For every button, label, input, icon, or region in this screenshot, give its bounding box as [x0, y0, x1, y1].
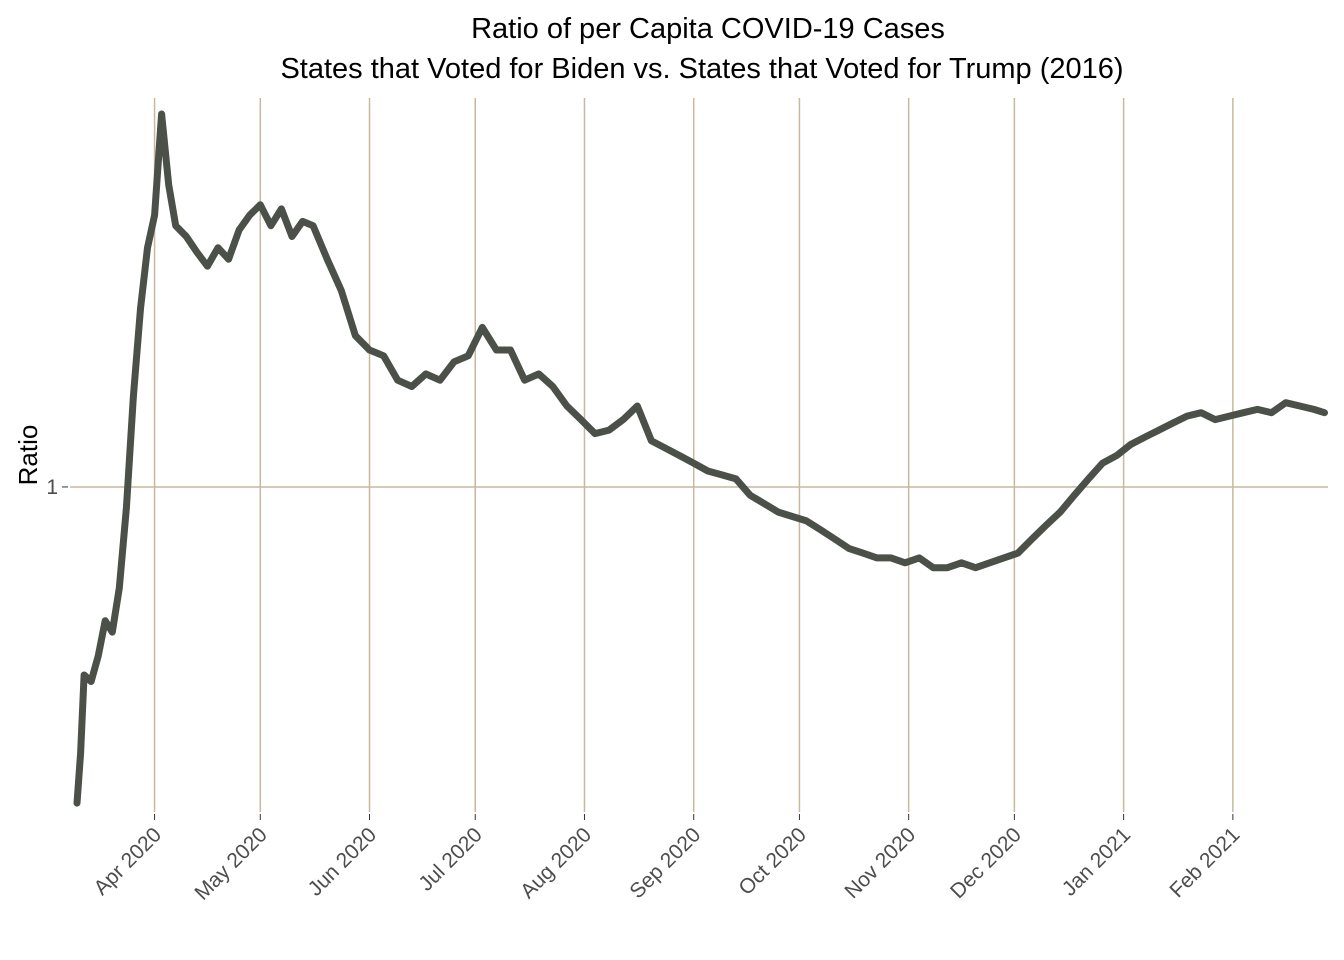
y-tick-label: 1	[46, 476, 58, 499]
x-axis-ticks: Apr 2020 May 2020 Jun 2020 Jul 2020 Aug 2020…	[90, 814, 1244, 905]
y-axis-ticks: 1	[46, 476, 68, 499]
x-tick-label: May 2020	[190, 823, 271, 904]
x-tick-label: Apr 2020	[90, 823, 167, 900]
x-tick-label: Nov 2020	[840, 823, 920, 903]
x-tick-label: Sep 2020	[625, 823, 705, 903]
x-tick-label: Jul 2020	[414, 823, 486, 895]
x-tick-label: Jun 2020	[304, 823, 381, 900]
chart-subtitle: States that Voted for Biden vs. States t…	[280, 53, 1123, 85]
x-tick-label: Oct 2020	[734, 823, 811, 900]
x-gridlines	[153, 98, 1234, 812]
x-tick-label: Aug 2020	[516, 823, 596, 903]
chart-title: Ratio of per Capita COVID-19 Cases	[471, 13, 945, 45]
x-tick-label: Feb 2021	[1165, 823, 1244, 902]
x-tick-label: Jan 2021	[1058, 823, 1135, 900]
y-axis-label: Ratio	[13, 425, 43, 486]
series-line	[73, 110, 1328, 807]
x-tick-label: Dec 2020	[946, 823, 1026, 903]
